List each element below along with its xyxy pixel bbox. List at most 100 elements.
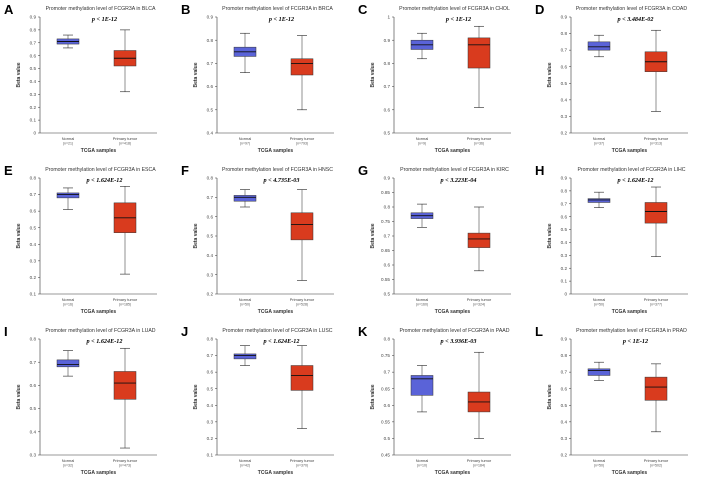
y-tick-label: 0.5 bbox=[384, 292, 391, 297]
y-tick-label: 0.75 bbox=[381, 353, 390, 358]
y-tick-label: 0.9 bbox=[207, 15, 214, 20]
y-tick-label: 0.1 bbox=[207, 453, 214, 458]
sample-count: (n=502) bbox=[650, 464, 662, 468]
y-tick-label: 0.8 bbox=[30, 337, 37, 342]
y-tick-label: 0.7 bbox=[561, 370, 568, 375]
y-tick-label: 0.7 bbox=[30, 360, 37, 365]
box-tumor bbox=[644, 376, 668, 401]
x-tick-label: Normal bbox=[62, 297, 75, 302]
y-tick-label: 0.7 bbox=[207, 195, 214, 200]
panel-c: C Promoter methylation level of FCGR3A in… bbox=[358, 2, 511, 154]
y-tick-label: 0.5 bbox=[561, 227, 568, 232]
sample-count: (n=324) bbox=[473, 303, 485, 307]
y-tick-label: 0.4 bbox=[30, 242, 37, 247]
x-tick-label: Normal bbox=[593, 297, 606, 302]
chart-title: Promoter methylation level of FCGR3A in … bbox=[399, 328, 509, 334]
y-tick-label: 0.65 bbox=[381, 386, 390, 391]
y-tick-label: 0.8 bbox=[561, 31, 568, 36]
sample-count: (n=50) bbox=[594, 464, 604, 468]
y-tick-label: 0.5 bbox=[207, 386, 214, 391]
p-value: p < 1E-12 bbox=[268, 16, 294, 23]
x-tick-label: Primary tumor bbox=[467, 458, 492, 463]
panel-letter: E bbox=[4, 163, 13, 178]
y-axis-label: Beta value bbox=[370, 223, 376, 248]
panel-letter: J bbox=[181, 324, 188, 339]
y-axis-label: Beta value bbox=[370, 384, 376, 409]
chart-title: Promoter methylation level of FCGR3A in … bbox=[222, 6, 333, 12]
panel-l: L Promoter methylation level of FCGR3A in… bbox=[535, 324, 688, 476]
y-tick-label: 0.5 bbox=[561, 81, 568, 86]
x-tick-label: Normal bbox=[62, 136, 75, 141]
sample-count: (n=418) bbox=[119, 142, 131, 146]
y-axis-label: Beta value bbox=[16, 223, 22, 248]
x-axis-label: TCGA samples bbox=[435, 309, 471, 315]
p-value: p < 1.624E-12 bbox=[85, 177, 122, 184]
chart-title: Promoter methylation level of FCGR3A in … bbox=[400, 167, 509, 173]
box-normal bbox=[233, 195, 257, 202]
y-tick-label: 0.3 bbox=[561, 114, 568, 119]
y-tick-label: 0.9 bbox=[561, 337, 568, 342]
y-tick-label: 0.7 bbox=[207, 353, 214, 358]
y-tick-label: 0.55 bbox=[381, 419, 390, 424]
y-tick-label: 0.4 bbox=[30, 79, 37, 84]
panel-f: F Promoter methylation level of FCGR3A in… bbox=[181, 163, 334, 315]
sample-count: (n=473) bbox=[119, 464, 131, 468]
p-value: p < 3.223E-04 bbox=[439, 177, 476, 184]
chart-title: Promoter methylation level of FCGR3A in … bbox=[576, 328, 687, 334]
box-tumor bbox=[113, 371, 137, 400]
y-tick-label: 0.2 bbox=[561, 266, 568, 271]
y-tick-label: 0.2 bbox=[30, 275, 37, 280]
y-tick-label: 0.7 bbox=[30, 192, 37, 197]
x-axis-label: TCGA samples bbox=[258, 148, 294, 154]
y-tick-label: 0.3 bbox=[30, 92, 37, 97]
panel-e: E Promoter methylation level of FCGR3A in… bbox=[4, 163, 157, 315]
y-tick-label: 0.5 bbox=[30, 406, 37, 411]
sample-count: (n=184) bbox=[473, 464, 485, 468]
sample-count: (n=313) bbox=[650, 142, 662, 146]
y-tick-label: 0.8 bbox=[384, 205, 391, 210]
y-tick-label: 0.7 bbox=[561, 201, 568, 206]
y-tick-label: 0.8 bbox=[30, 176, 37, 181]
y-tick-label: 0.6 bbox=[384, 403, 391, 408]
p-value: p < 4.735E-03 bbox=[262, 177, 299, 184]
y-tick-label: 0.5 bbox=[384, 131, 391, 136]
x-axis-label: TCGA samples bbox=[612, 470, 648, 476]
box-tumor bbox=[467, 37, 491, 69]
x-tick-label: Normal bbox=[416, 458, 429, 463]
y-tick-label: 0.9 bbox=[30, 15, 37, 20]
box-normal bbox=[587, 198, 611, 203]
chart-title: Promoter methylation level of FCGR3A in … bbox=[46, 6, 156, 12]
chart-title: Promoter methylation level of FCGR3A in … bbox=[222, 167, 333, 173]
y-tick-label: 0.3 bbox=[207, 419, 214, 424]
panel-letter: I bbox=[4, 324, 8, 339]
panel-a: A Promoter methylation level of FCGR3A in… bbox=[4, 2, 157, 154]
y-tick-label: 0.7 bbox=[384, 370, 391, 375]
panel-k: K Promoter methylation level of FCGR3A in… bbox=[358, 324, 511, 476]
box-tumor bbox=[467, 232, 491, 248]
box-normal bbox=[233, 353, 257, 360]
sample-count: (n=185) bbox=[119, 303, 131, 307]
panel-letter: C bbox=[358, 2, 368, 17]
y-tick-label: 0 bbox=[564, 292, 567, 297]
panel-letter: F bbox=[181, 163, 189, 178]
panel-i: I Promoter methylation level of FCGR3A in… bbox=[4, 324, 157, 476]
y-tick-label: 0.2 bbox=[561, 453, 568, 458]
y-tick-label: 0.6 bbox=[561, 386, 568, 391]
y-tick-label: 0.3 bbox=[207, 272, 214, 277]
panel-letter: L bbox=[535, 324, 543, 339]
y-tick-label: 0.8 bbox=[30, 27, 37, 32]
y-tick-label: 0.2 bbox=[30, 105, 37, 110]
sample-count: (n=21) bbox=[63, 142, 73, 146]
y-tick-label: 0.3 bbox=[561, 436, 568, 441]
y-tick-label: 0.7 bbox=[30, 40, 37, 45]
y-axis-label: Beta value bbox=[547, 62, 553, 87]
y-tick-label: 0.7 bbox=[384, 234, 391, 239]
y-tick-label: 0.8 bbox=[384, 61, 391, 66]
y-axis-label: Beta value bbox=[193, 223, 199, 248]
y-tick-label: 0.6 bbox=[561, 64, 568, 69]
y-axis-label: Beta value bbox=[547, 223, 553, 248]
sample-count: (n=50) bbox=[240, 303, 250, 307]
x-tick-label: Normal bbox=[416, 297, 429, 302]
p-value: p < 1E-12 bbox=[445, 16, 471, 23]
y-tick-label: 0.45 bbox=[381, 453, 390, 458]
